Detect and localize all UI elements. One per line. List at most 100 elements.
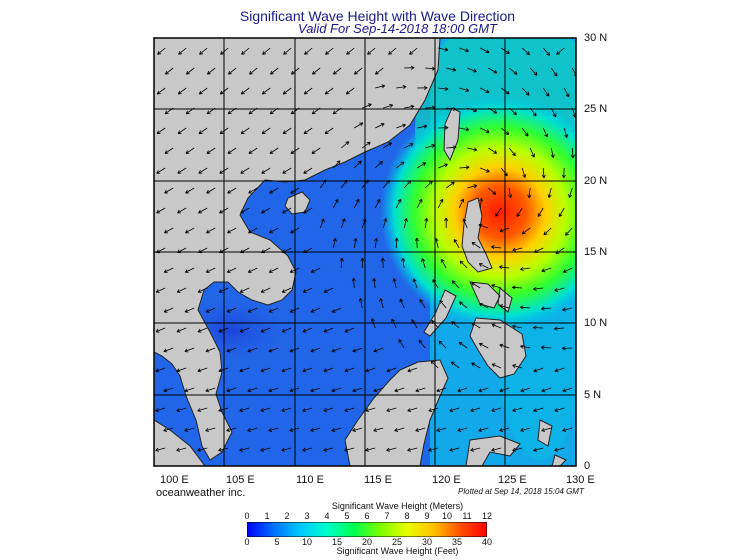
wave-arrow xyxy=(198,87,208,95)
wave-arrow xyxy=(361,141,371,149)
wave-arrow xyxy=(197,407,208,412)
lat-label-10n: 10 N xyxy=(584,317,608,329)
wave-arrow xyxy=(508,187,513,199)
wave-arrow xyxy=(520,387,531,393)
wave-arrow xyxy=(218,247,229,254)
wave-arrow xyxy=(351,277,356,289)
wave-arrow xyxy=(541,387,552,393)
lon-label-110e: 110 E xyxy=(296,474,324,486)
wave-arrow xyxy=(358,297,363,309)
wave-arrow xyxy=(344,367,355,373)
wave-arrow xyxy=(157,47,166,55)
wave-arrow xyxy=(319,179,327,189)
color-bar xyxy=(247,522,487,537)
wave-arrow xyxy=(373,347,384,353)
wave-arrow xyxy=(439,300,447,309)
wave-arrow xyxy=(240,87,250,95)
wave-arrow xyxy=(499,427,510,432)
wave-arrow xyxy=(291,67,300,75)
wave-arrow xyxy=(268,347,279,353)
wave-arrow xyxy=(323,407,334,412)
wave-arrow xyxy=(352,427,363,432)
feet-tick: 15 xyxy=(331,537,343,547)
wave-arrow xyxy=(541,267,552,273)
wave-arrow xyxy=(418,339,426,349)
wave-arrow xyxy=(401,257,406,269)
wave-arrow xyxy=(565,227,573,236)
wave-arrow xyxy=(449,447,460,452)
wave-arrow xyxy=(404,104,415,109)
feet-tick: 40 xyxy=(481,537,493,547)
wave-arrow xyxy=(365,447,376,452)
wave-arrow xyxy=(323,327,334,333)
lon-label-125e: 125 E xyxy=(498,474,527,486)
wave-arrow xyxy=(227,107,237,115)
wave-arrow xyxy=(428,447,439,452)
wave-arrow xyxy=(177,87,187,95)
wave-arrow xyxy=(340,218,346,229)
wave-arrow xyxy=(248,187,258,194)
wave-arrow xyxy=(373,427,384,432)
wave-arrow xyxy=(205,387,216,393)
wave-arrow xyxy=(541,427,552,432)
wave-arrow xyxy=(558,207,565,218)
wave-arrow xyxy=(354,67,363,75)
wave-arrow xyxy=(512,364,523,369)
wave-arrow xyxy=(374,160,383,169)
wave-arrow xyxy=(478,387,489,393)
wave-arrow xyxy=(370,318,376,329)
wave-arrow xyxy=(205,427,216,432)
wave-arrow xyxy=(480,47,490,53)
wave-arrow xyxy=(240,207,250,214)
wave-arrow xyxy=(436,387,447,393)
wave-arrow xyxy=(352,347,363,353)
wave-arrow xyxy=(281,327,292,333)
map-title: Significant Wave Height with Wave Direct… xyxy=(239,8,516,24)
wave-arrow xyxy=(332,160,341,169)
wave-arrow xyxy=(240,167,250,174)
wave-arrow xyxy=(311,147,321,154)
wave-arrow xyxy=(290,147,300,154)
wave-arrow xyxy=(375,123,385,129)
wave-arrow xyxy=(176,367,187,373)
wave-arrow xyxy=(391,318,397,329)
wave-arrow xyxy=(269,107,279,115)
wave-arrow xyxy=(562,427,573,432)
wave-arrow xyxy=(206,187,216,194)
wave-arrow xyxy=(353,122,364,129)
wave-arrow xyxy=(407,407,418,412)
wave-arrow xyxy=(471,322,481,329)
wave-arrow xyxy=(434,238,439,249)
meters-tick: 3 xyxy=(304,511,310,521)
wave-arrow xyxy=(542,127,548,138)
wave-arrow xyxy=(446,67,457,72)
wave-arrow xyxy=(383,103,394,109)
wave-arrow xyxy=(424,217,429,229)
wave-arrow xyxy=(404,65,415,70)
wave-arrow xyxy=(421,258,426,269)
wave-arrow xyxy=(218,327,229,333)
plotted-time: Plotted at Sep 14, 2018 15:04 GMT xyxy=(458,487,584,496)
wave-arrow xyxy=(419,299,426,309)
wave-arrow xyxy=(438,47,449,52)
wave-arrow xyxy=(312,67,321,75)
wave-arrow xyxy=(248,107,258,115)
wave-arrow xyxy=(432,279,439,289)
wave-arrow xyxy=(388,47,397,55)
wave-arrow xyxy=(261,87,271,95)
wave-arrow xyxy=(164,227,174,234)
wave-arrow xyxy=(467,107,477,113)
lon-label-100e: 100 E xyxy=(160,474,189,486)
wave-arrow xyxy=(487,67,498,74)
wave-arrow xyxy=(197,287,208,293)
wave-arrow xyxy=(239,447,250,452)
wave-arrow xyxy=(440,258,447,269)
wave-arrow xyxy=(394,387,405,393)
wave-arrow xyxy=(185,147,195,154)
wave-arrow xyxy=(499,343,510,349)
wave-arrow xyxy=(218,287,229,293)
wave-arrow xyxy=(491,407,502,412)
wave-arrow xyxy=(533,367,544,373)
wave-arrow xyxy=(155,327,166,333)
wave-arrow xyxy=(471,241,481,249)
